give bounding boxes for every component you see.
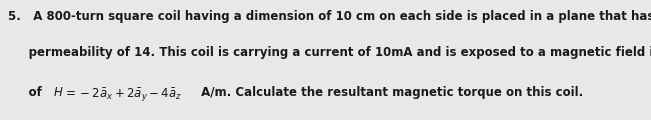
Text: 5.   A 800-turn square coil having a dimension of 10 cm on each side is placed i: 5. A 800-turn square coil having a dimen… <box>8 10 651 23</box>
Text: $= -2\bar{a}_{x} + 2\bar{a}_{y} - 4\bar{a}_{z}$: $= -2\bar{a}_{x} + 2\bar{a}_{y} - 4\bar{… <box>63 86 182 104</box>
Text: $\mathit{H}$: $\mathit{H}$ <box>53 86 63 99</box>
Text: A/m. Calculate the resultant magnetic torque on this coil.: A/m. Calculate the resultant magnetic to… <box>197 86 583 99</box>
Text: of: of <box>8 86 46 99</box>
Text: permeability of 14. This coil is carrying a current of 10mA and is exposed to a : permeability of 14. This coil is carryin… <box>8 46 651 59</box>
